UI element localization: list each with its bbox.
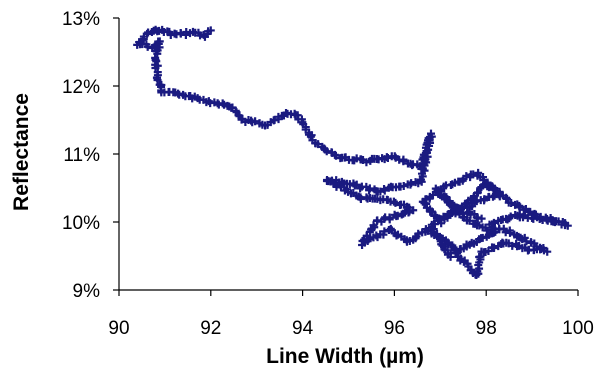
y-tick-label: 13% bbox=[62, 9, 100, 30]
data-point bbox=[441, 246, 450, 255]
x-tick-label: 94 bbox=[292, 318, 314, 339]
x-tick-label: 98 bbox=[476, 318, 497, 339]
data-point bbox=[476, 184, 485, 193]
axes bbox=[113, 17, 579, 296]
data-point bbox=[430, 211, 439, 220]
data-point bbox=[218, 99, 227, 108]
data-point bbox=[519, 205, 528, 214]
data-point bbox=[380, 227, 389, 236]
data-point bbox=[414, 229, 423, 238]
data-point bbox=[143, 42, 152, 51]
x-tick-label: 96 bbox=[384, 318, 405, 339]
y-axis-title: Reflectance bbox=[10, 93, 33, 211]
data-point bbox=[390, 210, 399, 219]
scatter-marks bbox=[133, 25, 572, 280]
data-point bbox=[506, 212, 515, 221]
data-point bbox=[174, 89, 183, 98]
data-point bbox=[490, 184, 499, 193]
data-point bbox=[403, 180, 412, 189]
data-point bbox=[399, 155, 408, 164]
data-point bbox=[409, 206, 418, 215]
data-point bbox=[469, 170, 478, 179]
data-point bbox=[384, 183, 393, 192]
data-point bbox=[490, 243, 499, 252]
data-point bbox=[397, 210, 406, 219]
data-point bbox=[153, 49, 162, 58]
data-point bbox=[362, 158, 371, 167]
data-point bbox=[314, 140, 323, 149]
data-point bbox=[251, 117, 260, 126]
tick-labels: 90 92 94 96 98 100 9% 10% 11% 12% 13% bbox=[62, 9, 594, 339]
data-point bbox=[151, 63, 160, 72]
x-tick-label: 90 bbox=[108, 318, 129, 339]
data-point bbox=[391, 198, 400, 207]
x-axis-title: Line Width (µm) bbox=[266, 345, 424, 368]
data-point bbox=[170, 29, 179, 38]
data-point bbox=[181, 30, 190, 39]
y-tick-label: 11% bbox=[63, 145, 100, 166]
data-point bbox=[536, 212, 545, 221]
data-point bbox=[372, 216, 381, 225]
data-point bbox=[185, 29, 194, 38]
x-tick-label: 92 bbox=[200, 318, 221, 339]
data-point bbox=[436, 190, 445, 199]
data-point bbox=[489, 218, 498, 227]
data-point bbox=[484, 192, 493, 201]
y-tick-label: 10% bbox=[62, 213, 100, 234]
data-point bbox=[444, 210, 453, 219]
data-point bbox=[477, 183, 486, 192]
data-point bbox=[477, 214, 486, 223]
data-point bbox=[505, 226, 514, 235]
y-tick-label: 9% bbox=[73, 281, 101, 302]
data-point bbox=[153, 76, 162, 85]
data-point bbox=[389, 197, 398, 206]
x-tick-label: 100 bbox=[562, 318, 594, 339]
y-tick-label: 12% bbox=[62, 77, 100, 98]
data-point bbox=[432, 230, 441, 239]
data-point bbox=[510, 230, 519, 239]
data-point bbox=[331, 151, 340, 160]
